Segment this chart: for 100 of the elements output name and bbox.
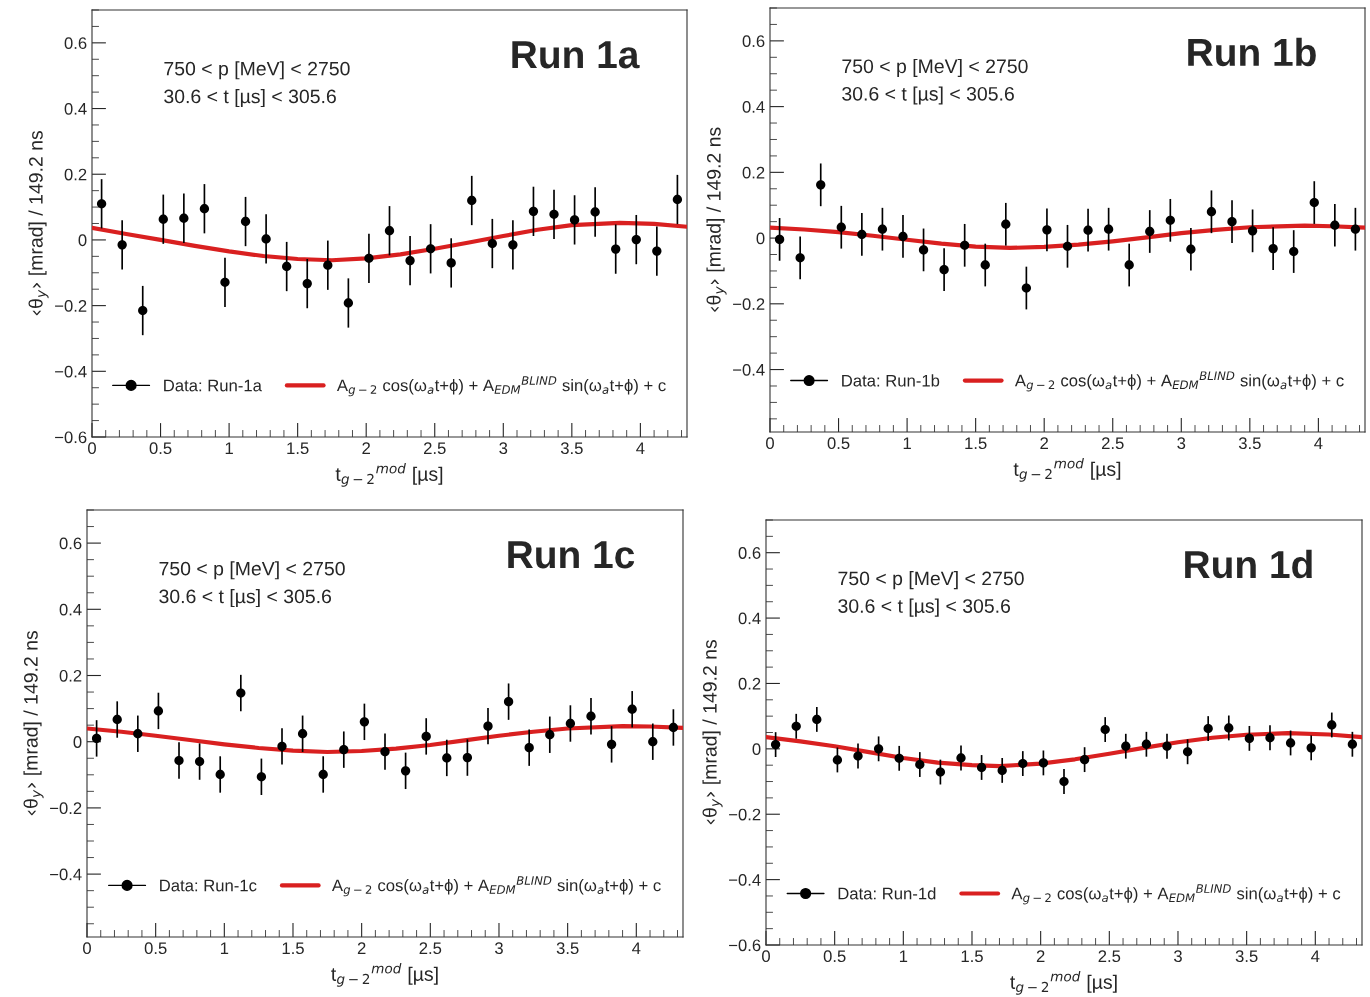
annotation: 750 < p [MeV] < 2750 <box>164 61 350 80</box>
x-tick-label: 1.5 <box>282 942 304 955</box>
y-tick-label: −0.2 <box>733 298 765 311</box>
point <box>133 729 143 739</box>
x-tick-label: 3 <box>499 442 508 455</box>
annotation: 30.6 < t [µs] < 305.6 <box>159 588 332 608</box>
point <box>631 234 641 245</box>
y-tick-label: 0.4 <box>59 603 82 616</box>
point <box>442 753 452 763</box>
point <box>158 214 168 224</box>
point <box>939 264 949 275</box>
y-tick-label: −0.2 <box>729 808 761 821</box>
legend-label: Data: Run-1d <box>838 887 936 900</box>
point <box>1186 244 1196 254</box>
point <box>668 722 679 733</box>
point <box>1206 207 1217 217</box>
point <box>1309 197 1319 208</box>
x-tick-label: 3 <box>1173 950 1182 963</box>
x-axis-title: t$_{g−2}$$^{mod}$ [µs] <box>1013 457 1121 482</box>
y-tick-label: 0.2 <box>742 166 765 179</box>
point <box>1203 723 1213 734</box>
point <box>1182 747 1193 757</box>
point <box>1059 776 1069 787</box>
point <box>400 766 411 776</box>
x-tick-label: 1.5 <box>287 442 309 455</box>
point <box>812 714 822 725</box>
point <box>256 772 267 782</box>
point <box>836 222 846 232</box>
point <box>565 718 576 729</box>
point <box>1330 220 1340 230</box>
y-tick-label: −0.6 <box>55 431 87 444</box>
point <box>915 759 925 770</box>
point <box>569 215 580 225</box>
text: A$_{g−2}$ cos(ω$_{a}$t+ϕ) + A$_{EDM}$$^{BLIND}$ sin(ω$_{a}$t+ϕ) + c <box>331 876 661 897</box>
point <box>1062 241 1073 251</box>
point <box>1042 225 1052 235</box>
x-tick-label: 2.5 <box>1098 950 1121 963</box>
point <box>1265 733 1275 743</box>
point <box>405 255 415 266</box>
point <box>282 261 292 272</box>
x-axis-title: t$_{g−2}$$^{mod}$ [µs] <box>331 962 438 987</box>
point <box>467 195 477 206</box>
point <box>586 711 596 721</box>
point <box>853 751 863 761</box>
x-tick-label: 1.5 <box>961 950 983 963</box>
point <box>1285 738 1296 748</box>
point <box>606 739 617 750</box>
x-tick-label: 0 <box>766 437 774 450</box>
x-tick-label: 3.5 <box>1238 437 1261 450</box>
point <box>1268 243 1278 254</box>
point <box>1162 741 1172 751</box>
x-tick-label: 1 <box>220 942 229 954</box>
point <box>1347 739 1358 749</box>
point <box>240 216 251 227</box>
legend-label: Data: Run-1a <box>164 379 262 392</box>
point <box>1289 246 1299 257</box>
annotation: 30.6 < t [µs] < 305.6 <box>164 88 336 108</box>
x-tick-label: 3.5 <box>556 942 579 955</box>
point <box>153 706 164 716</box>
point <box>1350 224 1361 234</box>
y-tick-label: 0 <box>73 736 82 748</box>
y-tick-label: −0.2 <box>50 802 82 815</box>
y-tick-label: −0.4 <box>55 365 87 378</box>
point <box>1121 741 1131 751</box>
annotation: 750 < p [MeV] < 2750 <box>159 561 345 580</box>
x-tick-label: 2 <box>362 442 370 454</box>
y-tick-label: 0.6 <box>742 35 765 48</box>
point <box>91 733 102 744</box>
point <box>898 231 908 242</box>
point <box>421 731 431 742</box>
text: A$_{g−2}$ cos(ω$_{a}$t+ϕ) + A$_{EDM}$$^{BLIND}$ sin(ω$_{a}$t+ϕ) + c <box>336 376 666 397</box>
x-tick-label: 2 <box>357 942 366 954</box>
point <box>487 238 497 249</box>
point <box>503 697 514 707</box>
text: Run 1d <box>1185 549 1312 579</box>
point <box>770 739 781 750</box>
point <box>976 762 987 773</box>
x-tick-label: 3.5 <box>560 442 583 455</box>
x-tick-label: 3 <box>494 942 503 955</box>
annotation: 750 < p [MeV] < 2750 <box>838 571 1024 590</box>
point <box>318 769 328 780</box>
point <box>1227 216 1237 227</box>
legend-label: Data: Run-1b <box>842 374 940 387</box>
y-tick-label: 0.2 <box>738 677 761 690</box>
point <box>956 753 966 763</box>
point <box>174 755 184 766</box>
x-tick-label: 1 <box>225 442 233 454</box>
point <box>425 244 436 254</box>
point <box>1145 226 1155 237</box>
point <box>672 194 683 205</box>
y-tick-label: 0.2 <box>59 669 82 682</box>
y-tick-label: 0 <box>78 234 87 247</box>
point <box>364 253 374 263</box>
point <box>652 246 662 256</box>
x-tick-label: 4 <box>632 942 641 954</box>
point <box>648 737 658 747</box>
y-tick-label: 0.6 <box>64 37 87 50</box>
point <box>359 717 370 727</box>
point <box>302 278 312 289</box>
point <box>1247 226 1258 236</box>
